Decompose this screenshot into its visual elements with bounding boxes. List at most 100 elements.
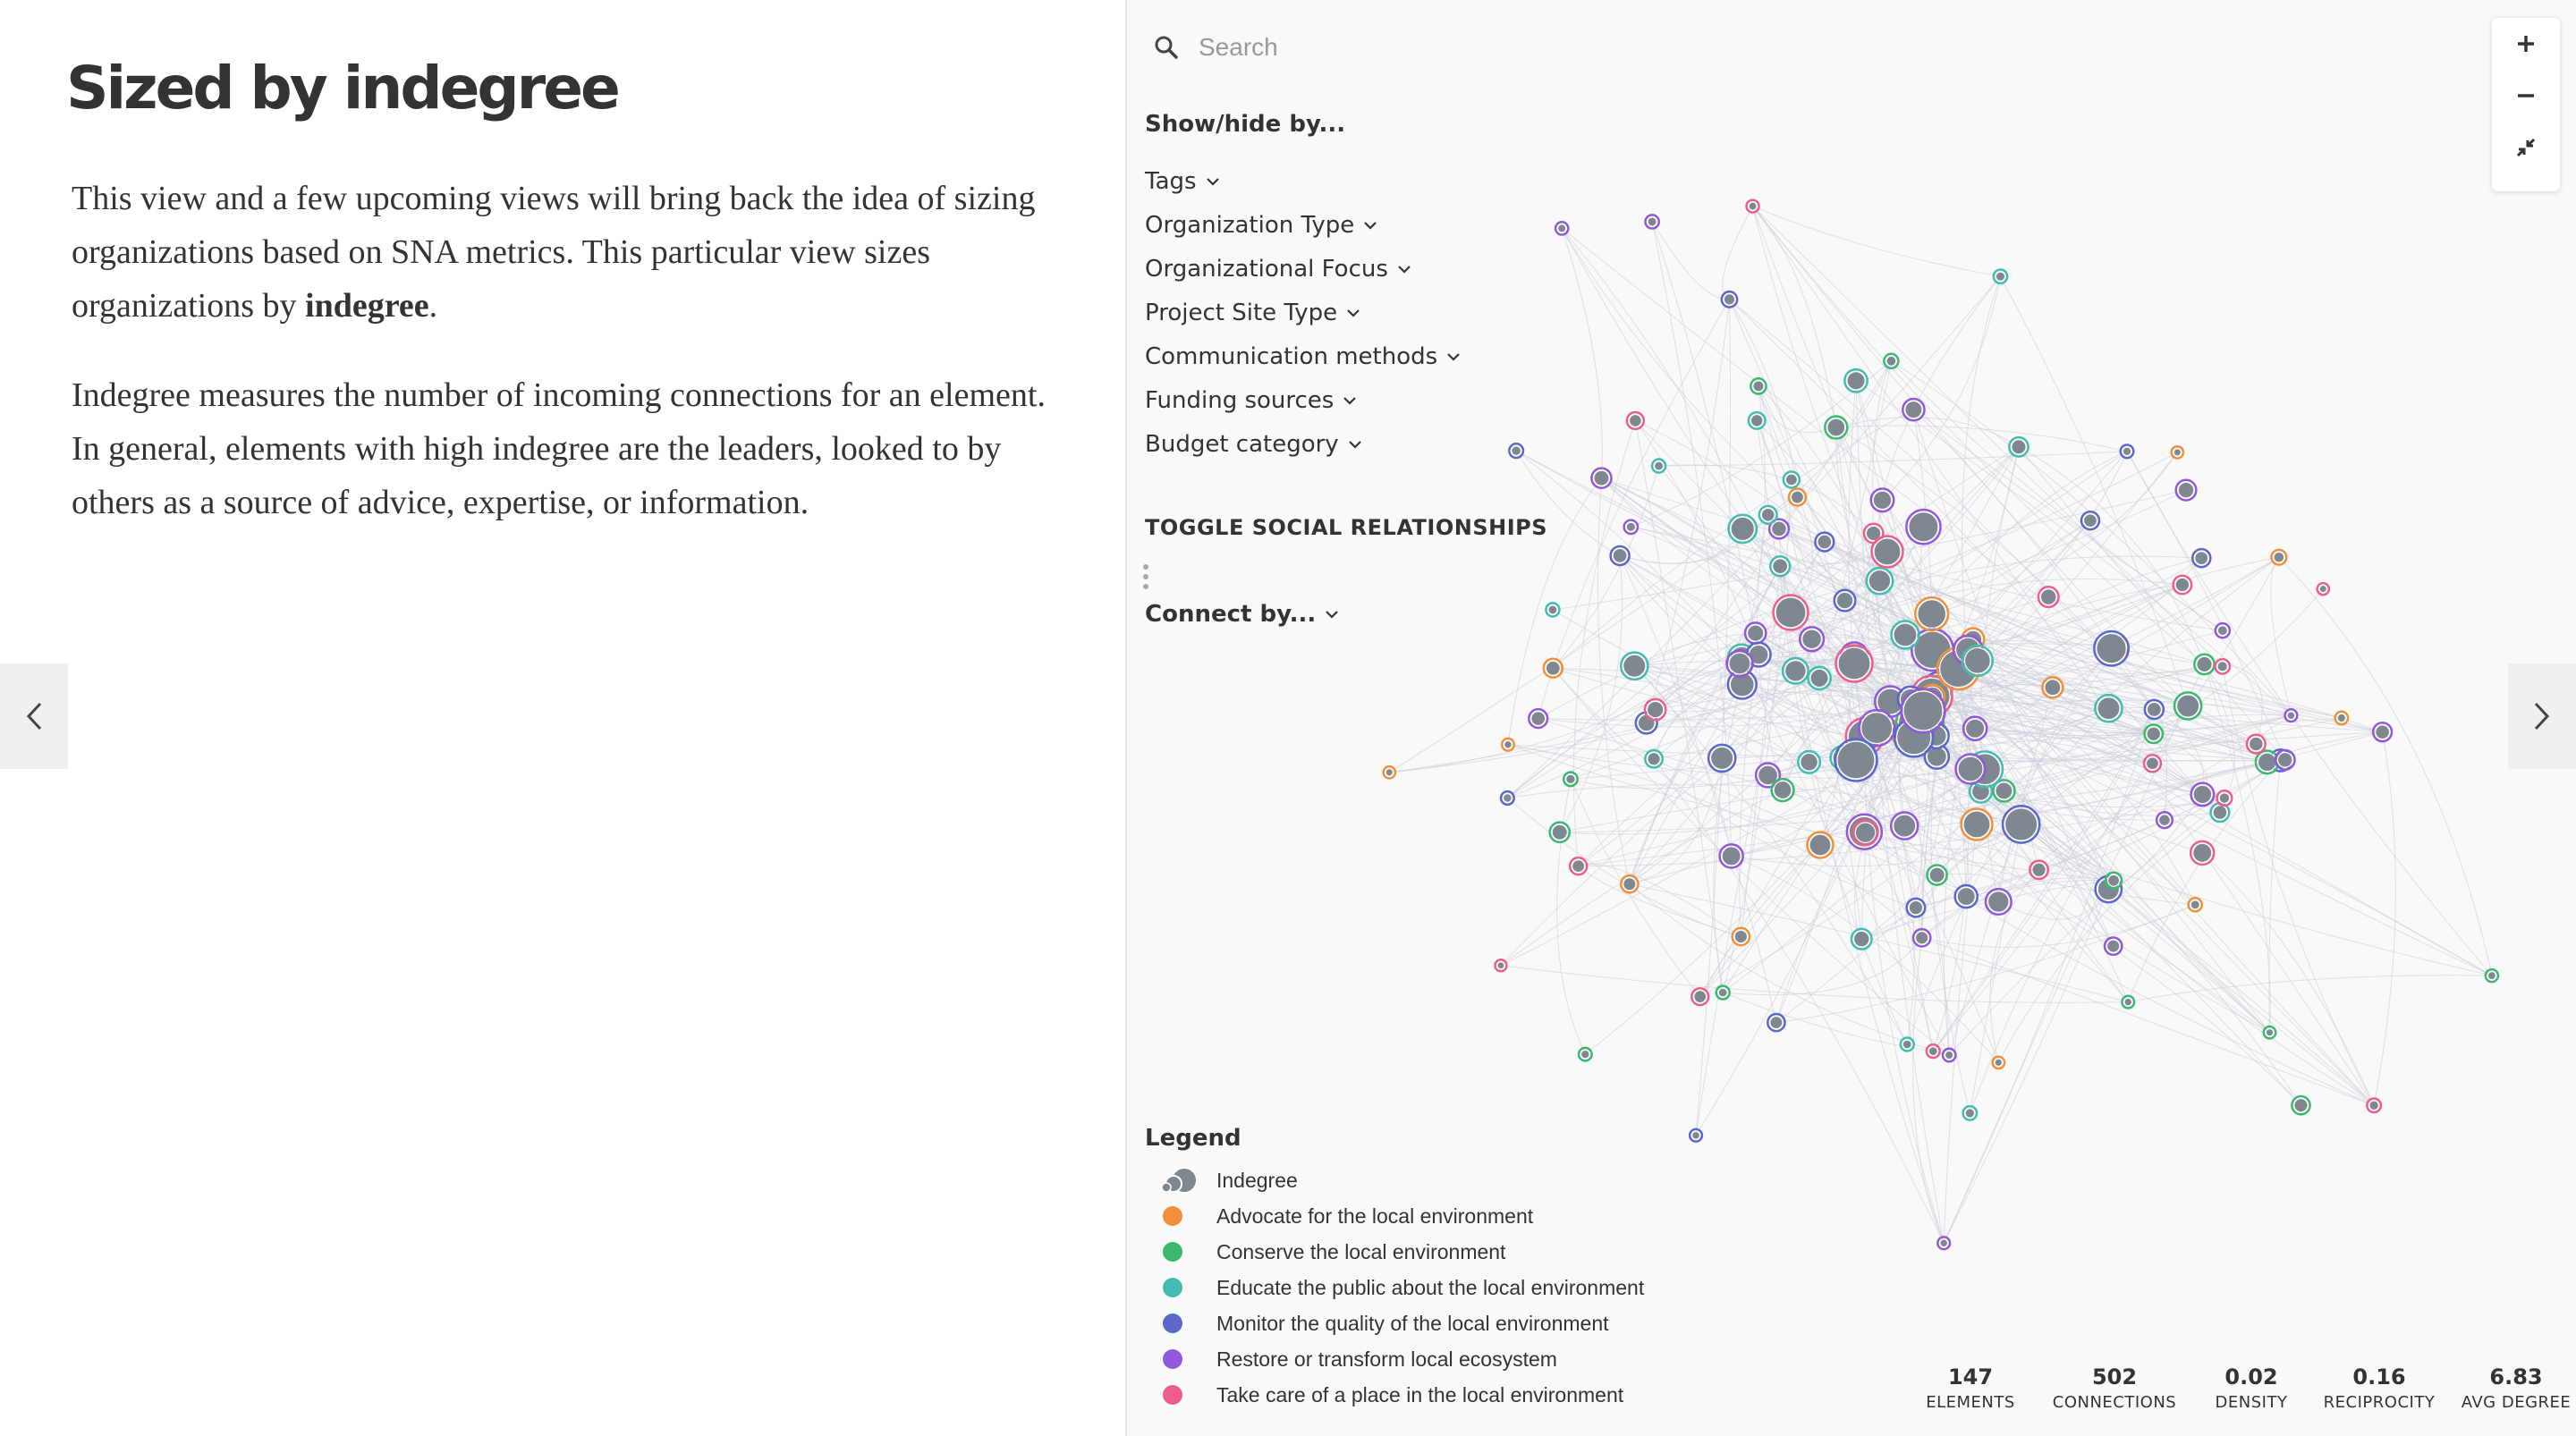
organization-node[interactable] [1992, 268, 2009, 285]
organization-node[interactable] [1619, 651, 1649, 681]
organization-node[interactable] [2214, 621, 2232, 639]
organization-node[interactable] [1554, 221, 1570, 236]
organization-node[interactable] [2174, 478, 2198, 502]
organization-node[interactable] [2284, 707, 2299, 723]
organization-node[interactable] [1798, 626, 1826, 653]
organization-node[interactable] [1750, 377, 1767, 395]
fit-view-button[interactable] [2492, 122, 2560, 173]
organization-node[interactable] [2029, 859, 2050, 881]
organization-node[interactable] [2037, 586, 2060, 609]
organization-node[interactable] [1953, 883, 1979, 909]
filter-project-site-type[interactable]: Project Site Type [1145, 291, 1461, 334]
organization-node[interactable] [2371, 721, 2394, 743]
organization-node[interactable] [1905, 897, 1927, 918]
organization-node[interactable] [1865, 566, 1894, 596]
organization-node[interactable] [1835, 644, 1874, 683]
organization-node[interactable] [2189, 840, 2216, 866]
organization-node[interactable] [1852, 819, 1879, 847]
organization-node[interactable] [1715, 984, 1731, 1001]
organization-node[interactable] [1834, 738, 1878, 782]
organization-node[interactable] [1772, 594, 1809, 631]
organization-node[interactable] [2187, 896, 2204, 913]
organization-node[interactable] [1590, 467, 1613, 490]
organization-node[interactable] [1925, 1043, 1941, 1060]
organization-node[interactable] [2316, 581, 2331, 596]
organization-node[interactable] [1833, 588, 1857, 612]
organization-node[interactable] [1782, 470, 1801, 489]
organization-node[interactable] [1500, 737, 1516, 752]
organization-node[interactable] [1743, 621, 1767, 645]
organization-node[interactable] [2143, 698, 2165, 721]
organization-node[interactable] [2104, 871, 2123, 891]
organization-node[interactable] [1725, 649, 1754, 678]
organization-node[interactable] [1926, 864, 1948, 886]
toggle-social-relationships[interactable]: TOGGLE SOCIAL RELATIONSHIPS [1145, 515, 1548, 540]
organization-node[interactable] [1902, 397, 1926, 422]
organization-node[interactable] [2170, 444, 2185, 460]
previous-view-button[interactable] [0, 663, 68, 769]
organization-node[interactable] [1814, 531, 1835, 553]
organization-node[interactable] [2484, 967, 2500, 984]
organization-node[interactable] [2173, 691, 2203, 721]
organization-node[interactable] [1850, 927, 1873, 950]
organization-node[interactable] [1962, 715, 1988, 742]
filter-funding-sources[interactable]: Funding sources [1145, 378, 1461, 422]
organization-node[interactable] [1900, 688, 1946, 734]
organization-node[interactable] [1911, 927, 1932, 948]
organization-node[interactable] [1548, 821, 1572, 844]
organization-node[interactable] [1644, 214, 1660, 230]
organization-node[interactable] [2155, 811, 2174, 830]
organization-node[interactable] [1625, 410, 1646, 431]
organization-node[interactable] [1623, 519, 1640, 536]
zoom-out-button[interactable] [2492, 70, 2560, 122]
organization-node[interactable] [1890, 620, 1920, 650]
search-box[interactable] [1154, 25, 1601, 70]
organization-node[interactable] [1991, 1055, 2006, 1070]
organization-node[interactable] [1796, 749, 1822, 774]
organization-node[interactable] [1961, 644, 1995, 678]
organization-node[interactable] [1528, 707, 1549, 730]
organization-node[interactable] [1869, 487, 1895, 513]
organization-node[interactable] [1889, 811, 1919, 840]
organization-node[interactable] [1508, 443, 1525, 460]
organization-node[interactable] [1745, 199, 1760, 214]
organization-node[interactable] [1767, 518, 1791, 540]
organization-node[interactable] [1770, 777, 1795, 803]
organization-node[interactable] [1382, 764, 1397, 780]
organization-node[interactable] [2262, 1025, 2277, 1040]
organization-node[interactable] [1499, 790, 1515, 807]
organization-node[interactable] [1754, 762, 1782, 789]
organization-node[interactable] [1619, 874, 1640, 894]
organization-node[interactable] [1747, 410, 1767, 430]
organization-node[interactable] [1727, 513, 1758, 545]
organization-node[interactable] [2270, 548, 2288, 566]
organization-node[interactable] [2366, 1097, 2383, 1114]
organization-node[interactable] [2008, 435, 2029, 458]
organization-node[interactable] [2094, 693, 2123, 723]
organization-node[interactable] [2193, 653, 2216, 676]
organization-node[interactable] [2080, 510, 2101, 531]
organization-node[interactable] [1690, 986, 1710, 1007]
filter-budget-category[interactable]: Budget category [1145, 422, 1461, 466]
organization-node[interactable] [2103, 936, 2123, 957]
zoom-in-button[interactable] [2492, 18, 2560, 70]
organization-node[interactable] [1643, 697, 1667, 722]
organization-node[interactable] [1899, 1036, 1916, 1052]
network-map[interactable]: Show/hide by... Tags Organization Type Org… [1125, 0, 2576, 1436]
organization-node[interactable] [1767, 1012, 1786, 1033]
organization-node[interactable] [1718, 843, 1744, 869]
organization-node[interactable] [1806, 831, 1835, 859]
organization-node[interactable] [1954, 753, 1987, 785]
organization-node[interactable] [2334, 710, 2350, 726]
organization-node[interactable] [1650, 458, 1667, 474]
organization-node[interactable] [1688, 1128, 1704, 1143]
organization-node[interactable] [1857, 708, 1896, 748]
search-input[interactable] [1197, 32, 1594, 63]
organization-node[interactable] [2121, 994, 2136, 1009]
network-graph[interactable] [1127, 0, 2576, 1436]
organization-node[interactable] [2190, 547, 2212, 569]
organization-node[interactable] [1545, 602, 1561, 618]
next-view-button[interactable] [2508, 663, 2576, 769]
filter-tags[interactable]: Tags [1145, 159, 1461, 203]
organization-node[interactable] [2172, 574, 2193, 596]
